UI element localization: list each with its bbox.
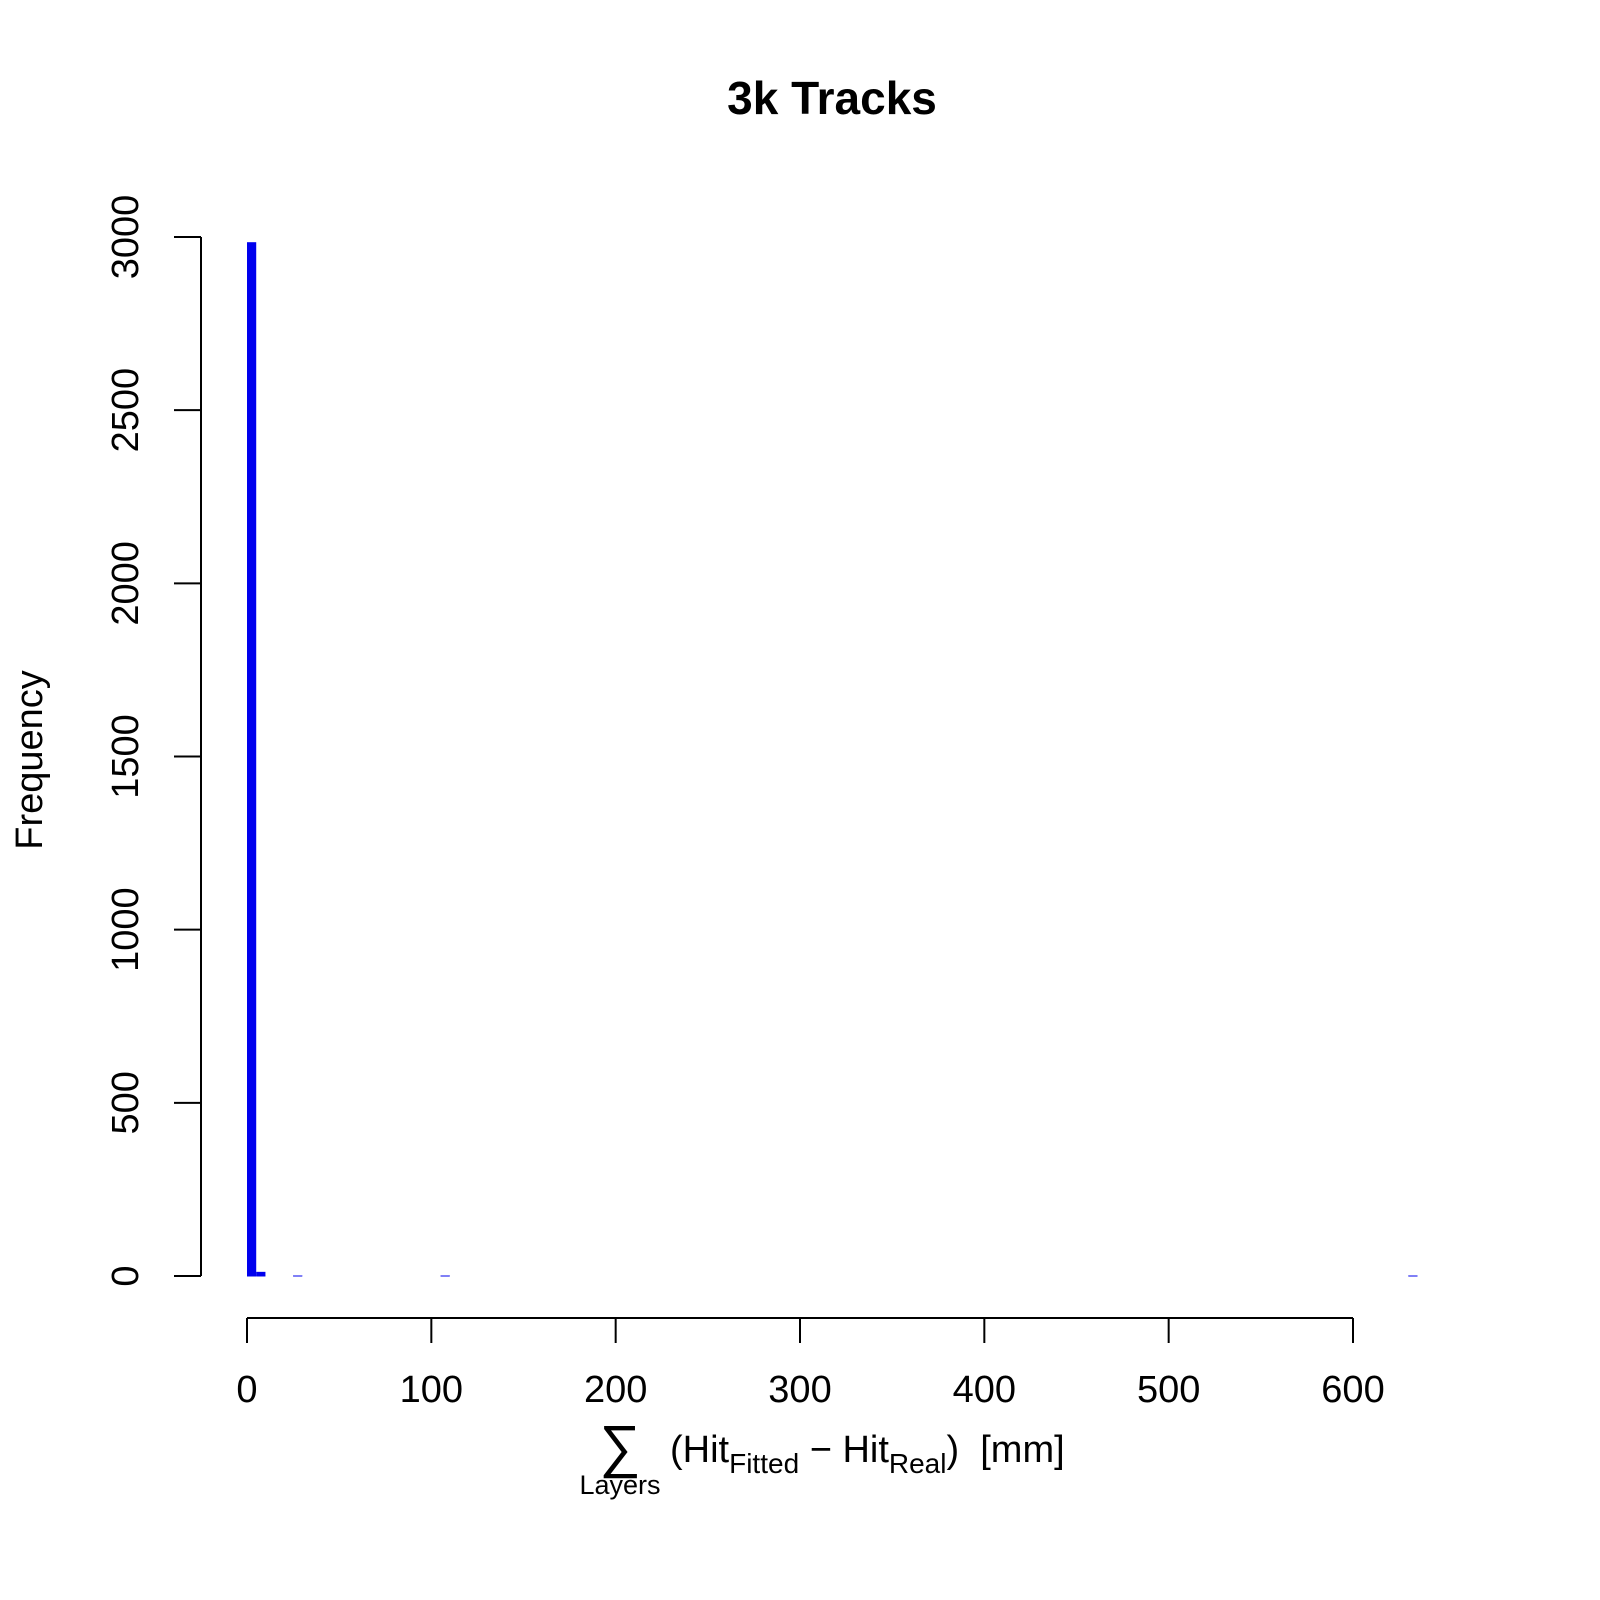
y-tick-label: 3000	[105, 195, 147, 280]
y-tick-label: 1500	[105, 714, 147, 799]
x-label-sub: Fitted	[729, 1448, 799, 1479]
y-tick-label: 2000	[105, 541, 147, 626]
chart-title: 3k Tracks	[727, 72, 937, 124]
x-tick-label: 200	[584, 1369, 647, 1411]
y-tick-label: 500	[105, 1071, 147, 1134]
bar	[256, 1271, 266, 1276]
bar	[247, 242, 257, 1276]
y-tick-label: 2500	[105, 368, 147, 453]
x-tick-label: 500	[1137, 1369, 1200, 1411]
x-tick-label: 600	[1321, 1369, 1384, 1411]
x-label-part: ) [mm]	[946, 1429, 1064, 1471]
x-tick-label: 0	[236, 1369, 257, 1411]
y-axis-label: Frequency	[9, 670, 51, 850]
x-label-sub: Real	[889, 1448, 947, 1479]
y-tick-label: 1000	[105, 887, 147, 972]
x-label-part: (Hit	[670, 1429, 730, 1471]
x-tick-label: 100	[400, 1369, 463, 1411]
x-label-under: Layers	[579, 1470, 660, 1500]
x-tick-label: 400	[953, 1369, 1016, 1411]
x-label-part: − Hit	[799, 1429, 889, 1471]
x-label-symbol: ∑	[599, 1414, 640, 1479]
y-tick-label: 0	[105, 1265, 147, 1286]
x-tick-label: 300	[768, 1369, 831, 1411]
x-axis-label: (HitFitted − HitReal) [mm]	[670, 1429, 1065, 1479]
